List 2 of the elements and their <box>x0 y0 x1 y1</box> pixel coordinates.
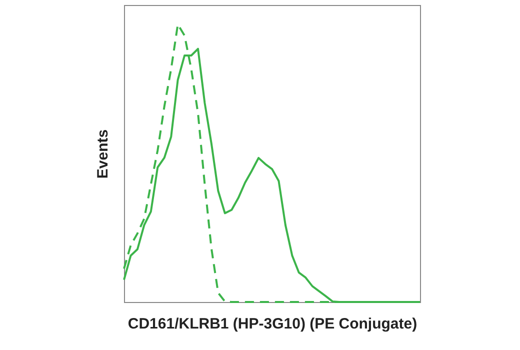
y-axis-title: Events <box>94 129 112 179</box>
x-axis-title: CD161/KLRB1 (HP-3G10) (PE Conjugate) <box>128 316 418 332</box>
